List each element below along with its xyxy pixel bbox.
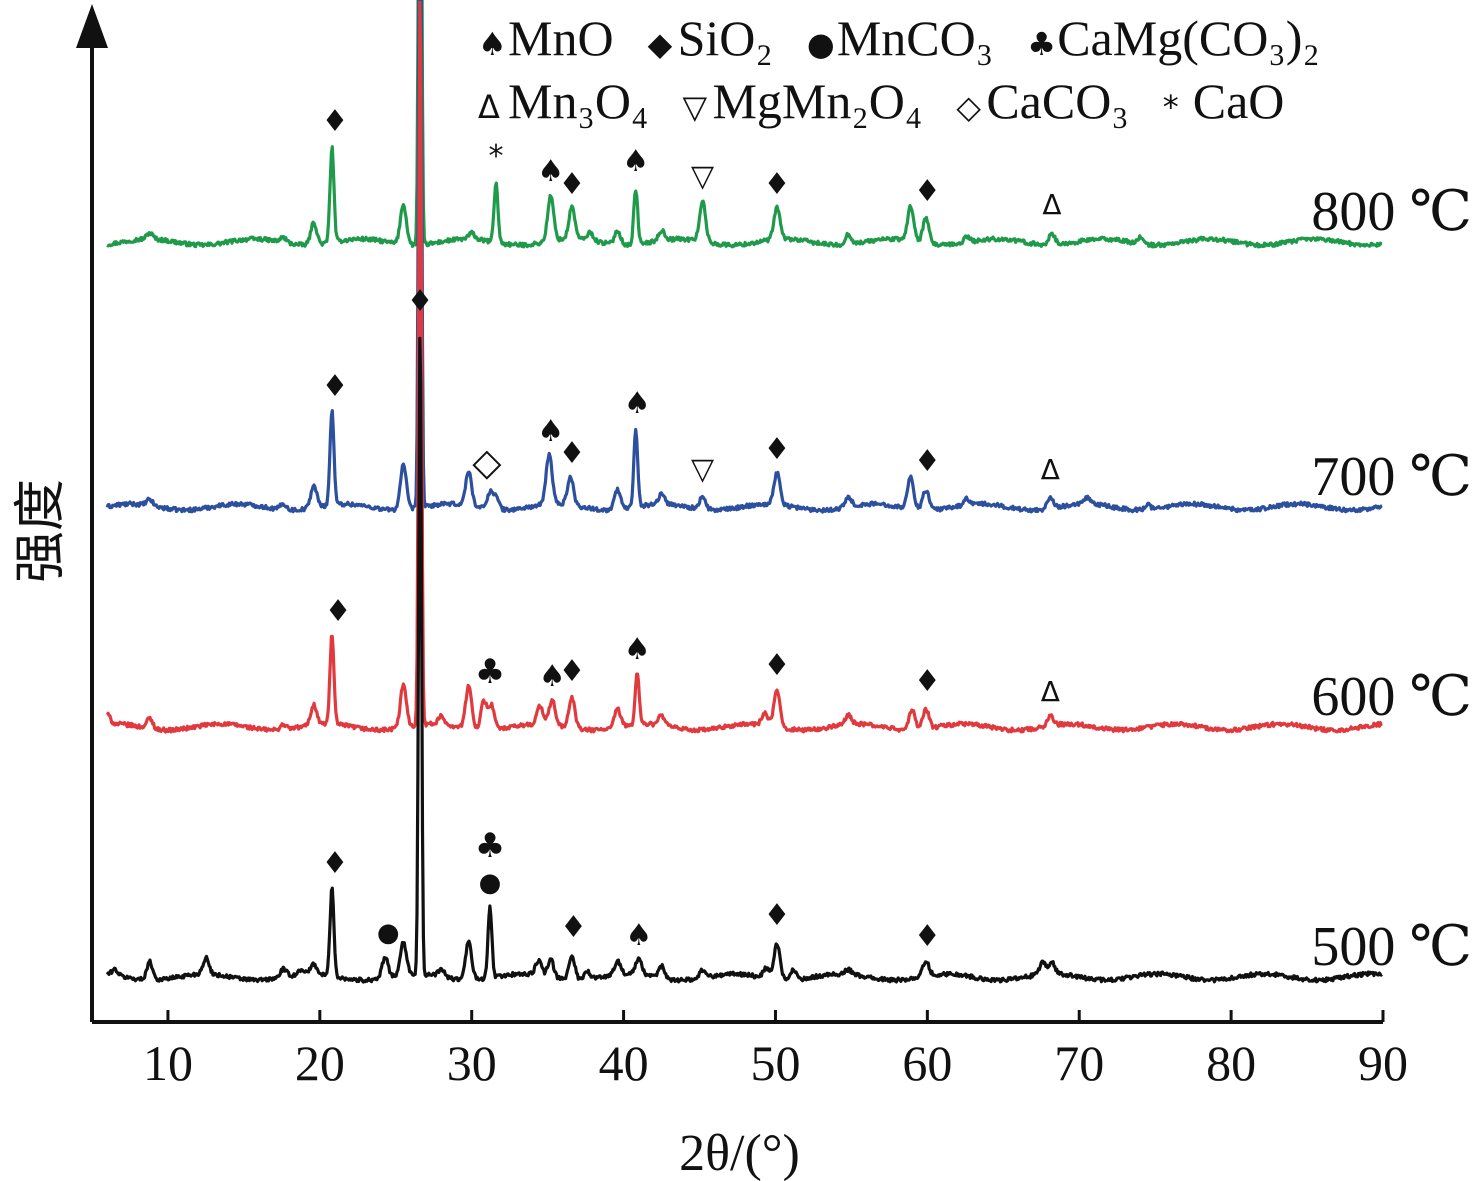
phase-marker: ♦ <box>322 104 349 139</box>
axes-layer: 10 20 30 40 50 60 70 80 90 2θ/(°) 强度 <box>13 4 1408 1181</box>
legend-symbol: ♠ <box>478 25 507 63</box>
legend-label: CaMg(CO₃)₂ <box>1057 10 1320 66</box>
phase-marker: ♠ <box>539 659 566 694</box>
phase-marker: ♦ <box>322 846 349 881</box>
legend-symbol: ● <box>807 25 835 63</box>
series-line-500C <box>105 336 1383 984</box>
x-axis-title: 2θ/(°) <box>679 1125 800 1181</box>
phase-marker: ♦ <box>914 444 941 479</box>
series-line-700C <box>105 0 1383 514</box>
legend-label: CaCO₃ <box>986 73 1128 129</box>
phase-marker: ♠ <box>624 386 651 421</box>
phase-marker: ♠ <box>537 154 564 189</box>
legend-symbol: ▽ <box>682 88 707 126</box>
series-labels: 800 ℃ 700 ℃ 600 ℃ 500 ℃ <box>1311 181 1472 978</box>
phase-marker: ♠ <box>537 414 564 449</box>
phase-marker: ● <box>479 868 502 898</box>
x-tick-label: 30 <box>447 1035 497 1091</box>
phase-marker: ♦ <box>764 648 791 683</box>
legend-item: * CaO <box>1163 73 1285 129</box>
legend-item: ◆ SiO₂ <box>648 10 773 66</box>
series-label: 700 ℃ <box>1311 446 1472 508</box>
series-label: 600 ℃ <box>1311 666 1472 728</box>
x-tick-label: 20 <box>295 1035 345 1091</box>
legend-label: CaO <box>1193 73 1285 129</box>
phase-marker: Δ <box>1041 453 1060 486</box>
phase-marker: ♦ <box>325 594 352 629</box>
series-label: 800 ℃ <box>1311 181 1472 243</box>
legend-label: Mn₃O₄ <box>508 73 648 129</box>
legend-item: ▽ MgMn₂O₄ <box>682 73 922 129</box>
phase-marker: ♦ <box>407 284 434 319</box>
phase-marker: * <box>489 139 504 174</box>
phase-marker: Δ <box>1041 675 1060 708</box>
legend-symbol: * <box>1163 88 1179 126</box>
legend-item: Δ Mn₃O₄ <box>478 73 648 129</box>
phase-marker: ♣ <box>475 826 505 866</box>
phase-marker: ♦ <box>560 910 587 945</box>
legend-symbol: ◇ <box>956 88 981 126</box>
legend-item: ♠ MnO <box>478 10 614 66</box>
phase-marker: ♣ <box>475 652 505 692</box>
series-layer <box>105 0 1383 984</box>
phase-marker: ● <box>377 918 400 948</box>
phase-marker: ♦ <box>914 664 941 699</box>
phase-marker: ♦ <box>914 919 941 954</box>
phase-marker: ♠ <box>625 918 652 953</box>
series-label: 500 ℃ <box>1311 916 1472 978</box>
phase-marker: ♦ <box>558 654 585 689</box>
phase-marker: ▽ <box>691 159 714 194</box>
legend-item: ♣ CaMg(CO₃)₂ <box>1027 10 1320 66</box>
x-tick-label: 70 <box>1054 1035 1104 1091</box>
x-tick-label: 40 <box>599 1035 649 1091</box>
x-tick-label: 90 <box>1358 1035 1408 1091</box>
x-tick-label: 80 <box>1206 1035 1256 1091</box>
phase-marker: ♦ <box>764 167 791 202</box>
phase-marker: ♦ <box>764 898 791 933</box>
phase-marker: ♦ <box>558 436 585 471</box>
y-axis-title: 强度 <box>13 479 70 583</box>
phase-marker: Δ <box>1042 188 1061 221</box>
phase-marker: ▽ <box>691 452 714 487</box>
x-tick-label: 10 <box>143 1035 193 1091</box>
legend-label: SiO₂ <box>678 10 773 66</box>
legend-label: MnO <box>508 10 614 66</box>
legend-symbol: Δ <box>478 88 500 126</box>
legend-label: MgMn₂O₄ <box>712 73 922 129</box>
series-line-600C <box>105 0 1383 734</box>
x-tick-label: 60 <box>902 1035 952 1091</box>
phase-marker: ♠ <box>624 632 651 667</box>
phase-marker: ♦ <box>914 174 941 209</box>
phase-marker: ♦ <box>322 369 349 404</box>
legend-item: ● MnCO₃ <box>807 10 993 66</box>
phase-markers: ♦♦*♠♦♠▽♦♦Δ♦♦◇♠♦♠▽♦♦Δ♦♦♣♠♦♠♦♦Δ♦●♦●♣♦♠♦♦ <box>322 104 1062 954</box>
phase-marker: ♦ <box>558 167 585 202</box>
phase-marker: ♦ <box>764 432 791 467</box>
phase-marker: ♠ <box>622 144 649 179</box>
series-line-800C <box>106 0 1383 249</box>
phase-marker: ◇ <box>472 440 502 484</box>
y-axis-arrow <box>76 4 108 48</box>
legend-symbol: ♣ <box>1027 25 1056 63</box>
x-tick-label: 50 <box>750 1035 800 1091</box>
legend-label: MnCO₃ <box>837 10 993 66</box>
legend: ♠ MnO ◆ SiO₂ ● MnCO₃ ♣ CaMg(CO₃)₂ Δ Mn₃O₄ ▽ MgMn₂O₄… <box>478 10 1320 129</box>
legend-item: ◇ CaCO₃ <box>956 73 1128 129</box>
legend-symbol: ◆ <box>648 25 673 63</box>
